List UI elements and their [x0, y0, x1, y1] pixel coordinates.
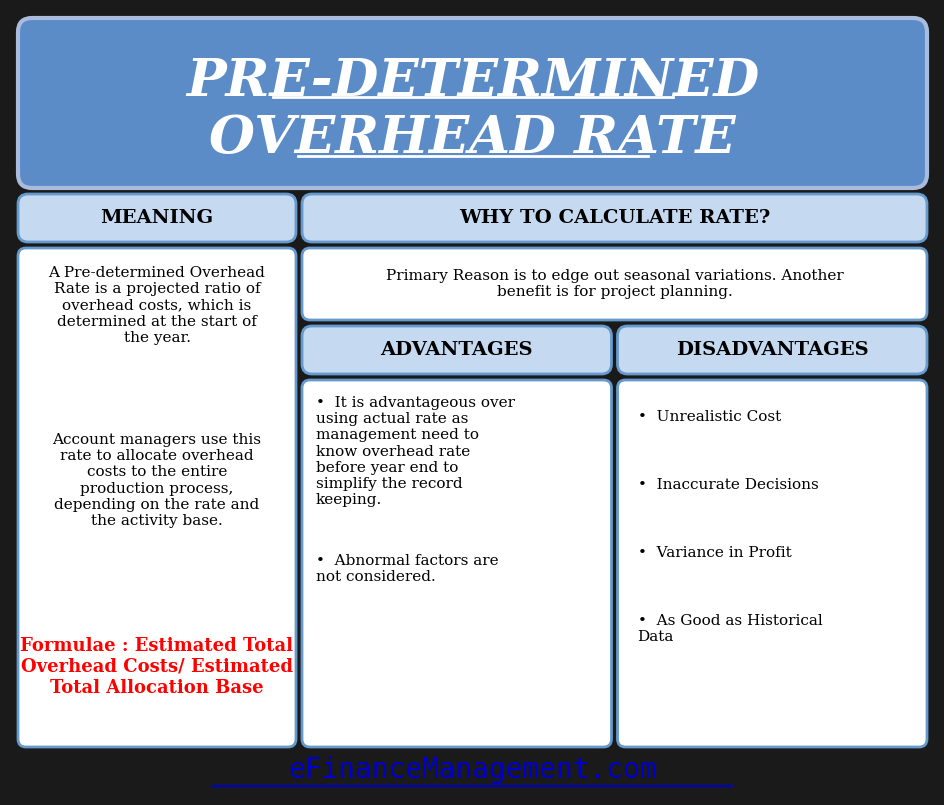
FancyBboxPatch shape [302, 380, 611, 747]
FancyBboxPatch shape [616, 380, 926, 747]
Text: •  It is advantageous over
using actual rate as
management need to
know overhead: • It is advantageous over using actual r… [315, 396, 514, 507]
FancyBboxPatch shape [18, 194, 295, 242]
Text: PRE-DETERMINED: PRE-DETERMINED [186, 56, 758, 106]
FancyBboxPatch shape [616, 326, 926, 374]
FancyBboxPatch shape [302, 194, 926, 242]
FancyBboxPatch shape [302, 248, 926, 320]
Text: ADVANTAGES: ADVANTAGES [380, 341, 532, 359]
FancyBboxPatch shape [18, 248, 295, 747]
Text: •  Unrealistic Cost: • Unrealistic Cost [637, 410, 780, 424]
Text: Account managers use this
rate to allocate overhead
costs to the entire
producti: Account managers use this rate to alloca… [53, 433, 261, 528]
Text: •  Inaccurate Decisions: • Inaccurate Decisions [637, 478, 818, 492]
Text: •  Variance in Profit: • Variance in Profit [637, 546, 790, 560]
Text: eFinanceManagement.com: eFinanceManagement.com [288, 756, 656, 784]
Text: WHY TO CALCULATE RATE?: WHY TO CALCULATE RATE? [459, 209, 769, 227]
Text: A Pre-determined Overhead
Rate is a projected ratio of
overhead costs, which is
: A Pre-determined Overhead Rate is a proj… [48, 266, 265, 345]
Text: Primary Reason is to edge out seasonal variations. Another
benefit is for projec: Primary Reason is to edge out seasonal v… [385, 269, 842, 299]
Text: DISADVANTAGES: DISADVANTAGES [675, 341, 868, 359]
Text: •  Abnormal factors are
not considered.: • Abnormal factors are not considered. [315, 554, 498, 584]
Text: Formulae : Estimated Total
Overhead Costs/ Estimated
Total Allocation Base: Formulae : Estimated Total Overhead Cost… [21, 637, 294, 696]
FancyBboxPatch shape [18, 18, 926, 188]
Text: MEANING: MEANING [100, 209, 213, 227]
Text: •  As Good as Historical
Data: • As Good as Historical Data [637, 614, 821, 644]
FancyBboxPatch shape [302, 326, 611, 374]
Text: OVERHEAD RATE: OVERHEAD RATE [209, 113, 735, 163]
